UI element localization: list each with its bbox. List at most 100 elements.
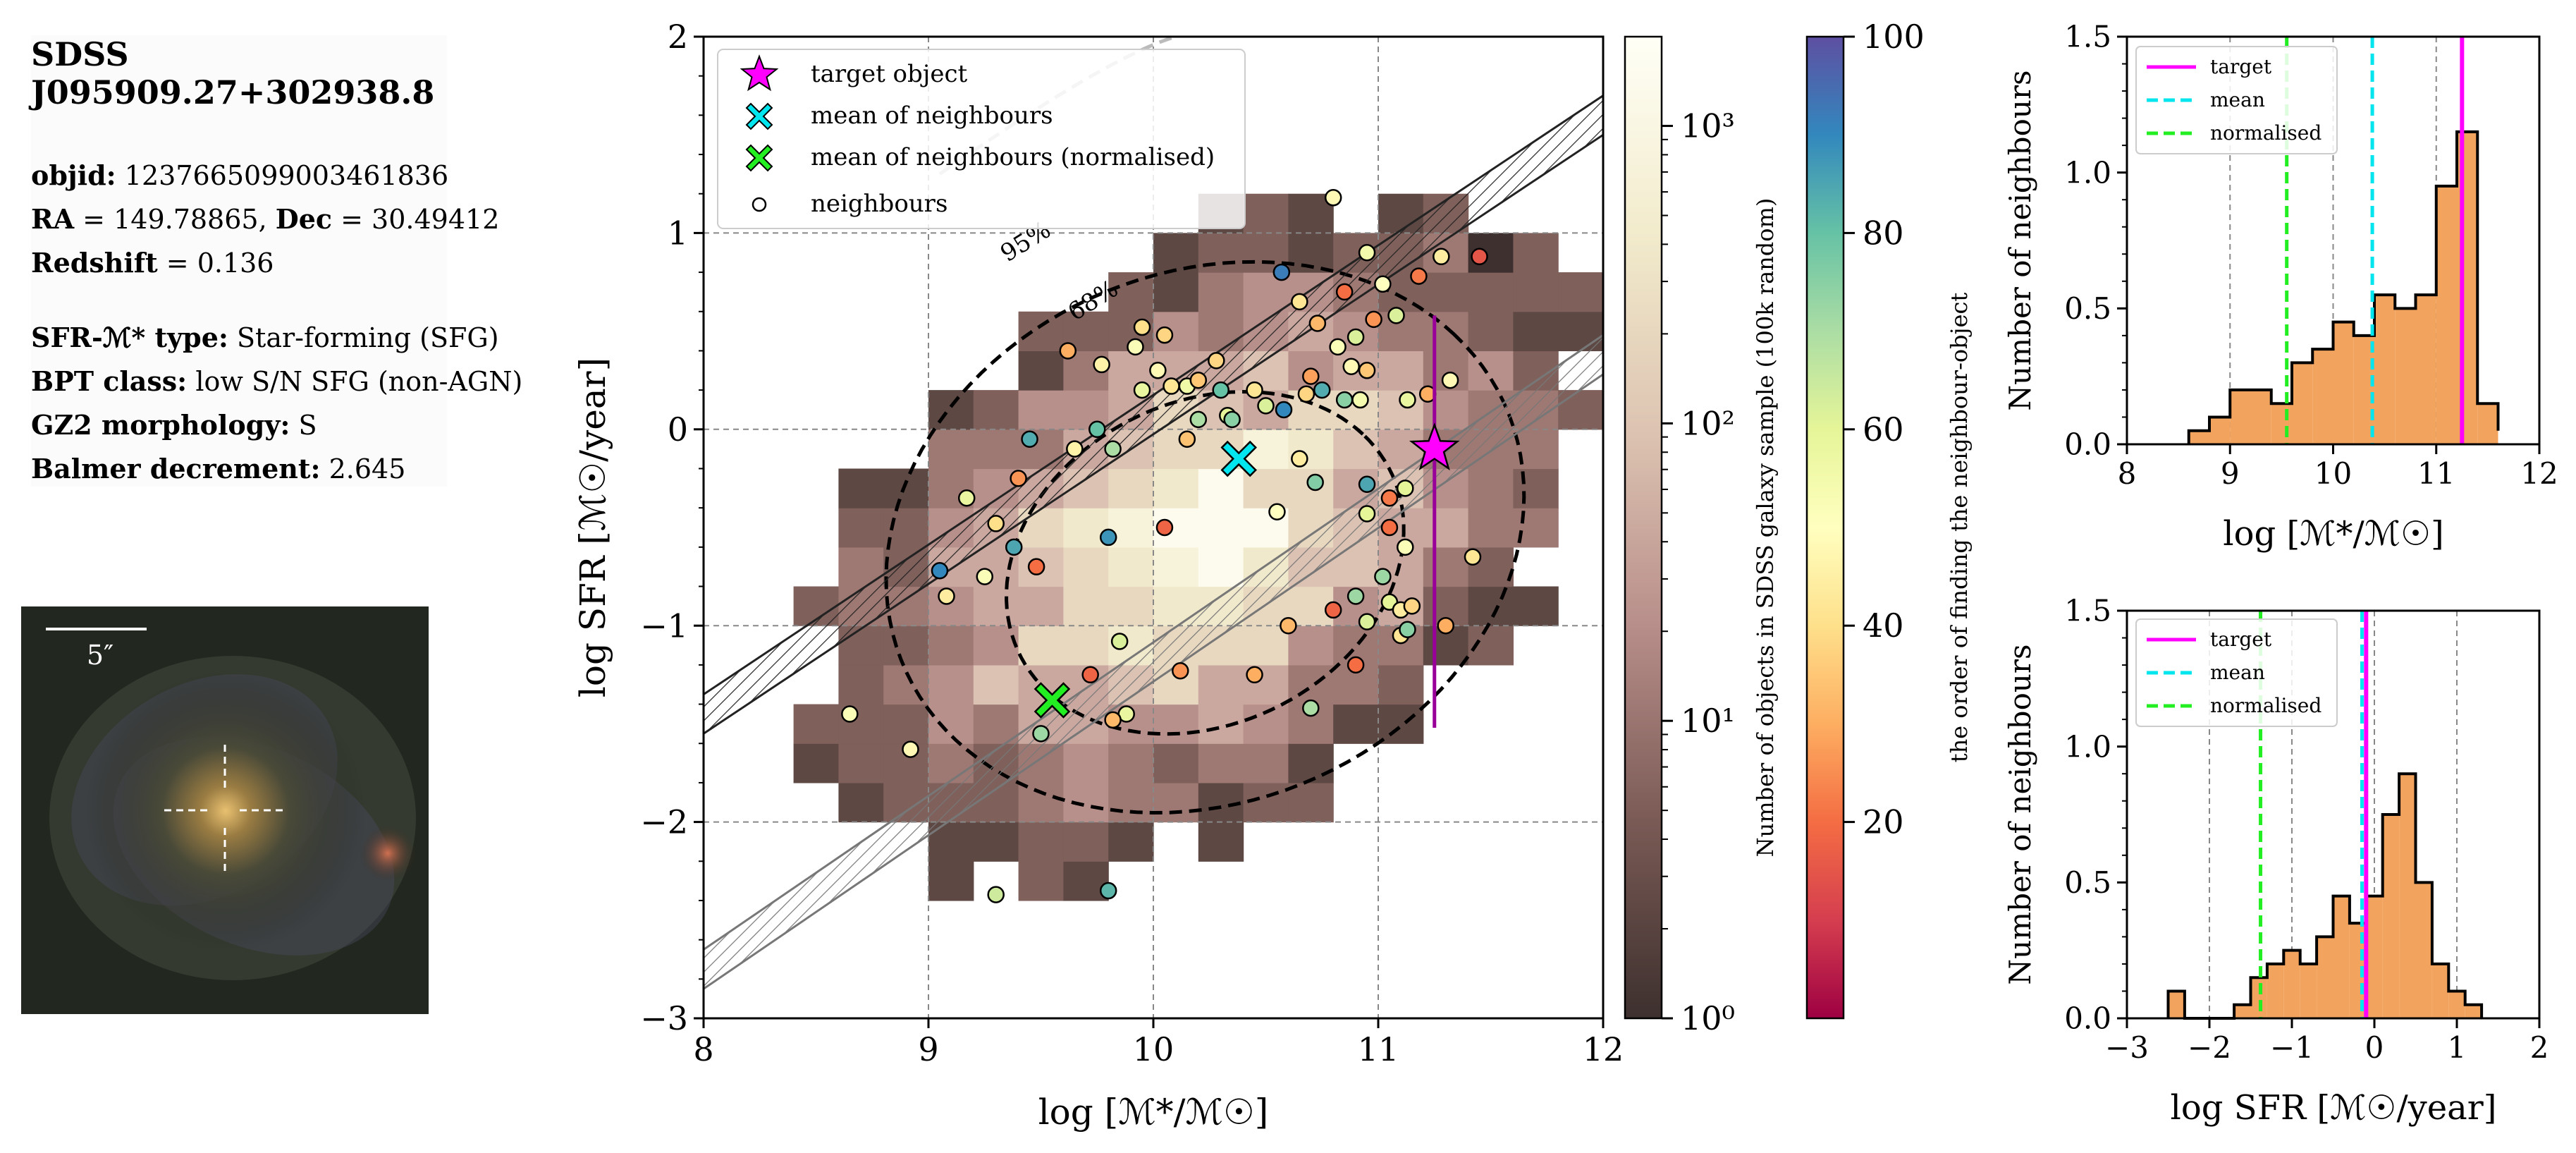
redshift-value: = 0.136 — [166, 248, 274, 279]
neighbour-point — [1365, 310, 1382, 329]
neighbour-point — [1464, 548, 1482, 566]
heatmap-cell — [1243, 743, 1289, 783]
hist-bar — [2382, 815, 2400, 1018]
sfr-legend-target-label: target — [2210, 628, 2272, 651]
redshift-label: Redshift — [31, 247, 158, 279]
hist-bar — [2349, 923, 2367, 1018]
balmer-value: 2.645 — [329, 453, 406, 484]
density-tick-label: 10⁰ — [1681, 999, 1735, 1037]
sfr-legend-mean-label: mean — [2210, 661, 2265, 684]
neighbour-point — [1212, 381, 1229, 399]
heatmap-cell — [883, 468, 929, 508]
main-legend: target object mean of neighbours mean of… — [717, 49, 1246, 229]
mass-hist-xlabel: log [ℳ*/ℳ☉] — [2223, 514, 2444, 554]
neighbour-point — [1441, 371, 1459, 389]
density-colorbar-ticks: 10⁰ 10¹ 10² 10³ — [1662, 107, 1735, 1037]
neighbour-point — [1268, 503, 1286, 520]
gz2-value: S — [298, 410, 317, 441]
galaxy-image: 5″ — [21, 606, 429, 1014]
neighbour-point — [1104, 711, 1122, 729]
neighbour-point — [1172, 661, 1189, 680]
neighbour-point — [1374, 275, 1392, 293]
hist-bar — [2230, 389, 2251, 444]
heatmap-cell — [973, 390, 1019, 430]
heatmap-cell — [793, 704, 839, 744]
hist-bar — [2399, 774, 2416, 1018]
hist-bar — [2415, 295, 2436, 444]
neighbour-point — [1374, 568, 1392, 585]
x-tick-label: 8 — [2118, 456, 2137, 491]
order-tick-label: 100 — [1863, 18, 1925, 56]
density-colorbar: 10⁰ 10¹ 10² 10³ Number of objects in SDSS g… — [1624, 35, 1779, 1037]
heatmap-cell — [1153, 704, 1199, 744]
hist-bar — [2415, 882, 2432, 1018]
neighbour-point — [1088, 420, 1106, 439]
density-heatmap — [793, 193, 1603, 901]
neighbour-point — [1081, 666, 1099, 684]
x-tick-label: 1 — [2448, 1030, 2467, 1065]
neighbour-point — [1291, 450, 1308, 468]
neighbour-point — [1397, 480, 1414, 497]
heatmap-cell — [1018, 586, 1064, 626]
dec-value: = 30.49412 — [341, 204, 500, 235]
mass-hist-legend: target mean normalised — [2135, 46, 2338, 154]
heatmap-cell — [838, 664, 884, 705]
hist-outline — [2166, 772, 2484, 1020]
hist-outline — [2187, 130, 2500, 444]
heatmap-cell — [793, 743, 839, 783]
density-colorbar-bar — [1624, 35, 1663, 1020]
heatmap-cell — [1153, 468, 1199, 508]
density-tick-label: 10³ — [1681, 107, 1735, 145]
heatmap-cell — [1468, 311, 1514, 352]
sfr-type-label: SFR-ℳ* type: — [31, 322, 228, 353]
neighbour-point — [1032, 725, 1050, 743]
neighbour-point — [1324, 601, 1342, 619]
hist-bar — [2317, 937, 2333, 1018]
order-colorbar: 20 40 60 80 100 the order of finding the nei… — [1805, 18, 1973, 1020]
heatmap-cell — [1468, 272, 1514, 312]
heatmap-cell — [1108, 782, 1154, 823]
heatmap-cell — [1198, 743, 1244, 783]
neighbour-point — [1155, 326, 1174, 344]
legend-normalised-marker — [745, 144, 773, 172]
neighbour-point — [1127, 338, 1144, 356]
neighbour-point — [1133, 318, 1151, 336]
x-tick-label: 0 — [2365, 1030, 2384, 1065]
neighbour-point — [1133, 381, 1151, 399]
heatmap-cell — [1018, 626, 1064, 666]
heatmap-cell — [1018, 861, 1064, 901]
neighbour-point — [1335, 391, 1354, 409]
legend-target-marker — [740, 54, 779, 92]
neighbour-point — [1329, 338, 1347, 356]
heatmap-cell — [1018, 782, 1064, 823]
y-tick-label: 1.5 — [2064, 594, 2111, 628]
heatmap-cell — [1378, 350, 1424, 391]
x-tick-label: 9 — [2221, 456, 2240, 491]
hist-bar — [2465, 1004, 2482, 1018]
neighbour-point — [1149, 362, 1167, 379]
heatmap-cell — [1153, 782, 1199, 823]
hist-bar — [2283, 950, 2300, 1018]
neighbour-point — [987, 886, 1005, 903]
heatmap-cell — [973, 586, 1019, 626]
x-tick-label: 11 — [2417, 456, 2455, 491]
mass-legend-normalised-label: normalised — [2210, 121, 2322, 145]
neighbour-point — [1347, 328, 1365, 346]
heatmap-cell — [1198, 822, 1244, 862]
heatmap-cell — [1468, 350, 1514, 391]
heatmap-cell — [928, 626, 974, 666]
heatmap-cell — [1108, 468, 1154, 508]
x-tick-label: −3 — [2105, 1030, 2149, 1065]
x-tick-label: 8 — [693, 1030, 713, 1068]
galaxy-thumbnail: 5″ — [21, 606, 429, 1014]
neighbour-point — [1093, 355, 1110, 374]
neighbour-point — [902, 740, 919, 758]
neighbour-point — [1066, 440, 1084, 458]
hist-bar — [2312, 349, 2333, 444]
mass-hist-bars — [2187, 130, 2500, 444]
y-tick-label: 0.5 — [2064, 291, 2111, 326]
neighbour-point — [931, 561, 949, 580]
hist-bar — [2250, 389, 2271, 444]
summary-markers — [1034, 315, 1460, 728]
